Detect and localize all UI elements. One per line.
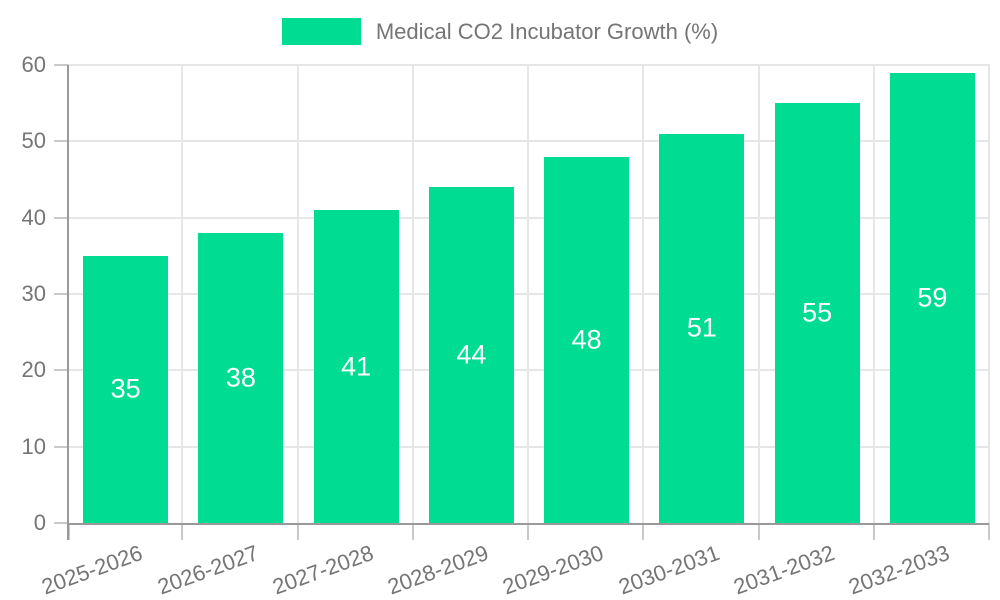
x-axis-label: 2029-2030 (499, 540, 608, 600)
y-axis-line (67, 65, 69, 540)
gridline-horizontal (68, 445, 990, 448)
x-axis-tick (872, 523, 875, 540)
gridline-vertical (527, 65, 529, 523)
bar[interactable]: 35 (83, 255, 169, 523)
x-axis-label: 2031-2032 (730, 540, 838, 600)
y-axis-tick (54, 216, 68, 219)
bar-value-label: 41 (341, 351, 372, 382)
bar-value-label: 59 (917, 282, 948, 313)
x-axis-tick (181, 523, 184, 540)
x-axis-tick (988, 523, 990, 540)
x-axis-label: 2030-2031 (615, 540, 723, 600)
x-axis-tick (296, 523, 299, 540)
bar[interactable]: 44 (428, 187, 514, 523)
bar[interactable]: 38 (198, 232, 284, 523)
gridline-horizontal (68, 216, 990, 219)
plot-area: 35 38 41 44 48 51 55 59 (54, 64, 990, 540)
gridline-vertical (757, 65, 760, 523)
bar-value-label: 55 (802, 297, 833, 328)
gridline-horizontal (68, 64, 990, 66)
gridline-horizontal (68, 140, 990, 143)
bar-value-label: 51 (686, 312, 717, 343)
y-axis-label: 20 (21, 357, 46, 383)
bar-value-label: 38 (225, 362, 256, 393)
gridline-vertical (642, 65, 645, 523)
x-axis-tick (757, 523, 760, 540)
x-axis-tick (68, 523, 70, 540)
legend[interactable]: Medical CO2 Incubator Growth (%) (0, 18, 1000, 45)
y-axis-tick (54, 64, 68, 66)
x-axis-label: 2025-2026 (38, 540, 147, 600)
y-axis-tick (54, 293, 68, 295)
bar-value-label: 44 (456, 339, 487, 370)
gridline-horizontal (68, 369, 990, 372)
y-axis-label: 40 (21, 204, 46, 230)
y-axis-tick (54, 369, 68, 372)
y-axis-label: 10 (21, 433, 46, 459)
legend-swatch (281, 18, 361, 45)
gridline-vertical (411, 65, 414, 523)
bar[interactable]: 48 (544, 156, 630, 523)
bar[interactable]: 41 (313, 210, 399, 523)
bar[interactable]: 59 (889, 72, 975, 523)
bar-value-label: 35 (110, 373, 141, 404)
x-axis-tick (527, 523, 529, 540)
y-axis-tick (54, 522, 68, 524)
bar[interactable]: 55 (774, 103, 860, 523)
y-axis-tick (54, 140, 68, 143)
x-axis-label: 2028-2029 (384, 540, 492, 600)
x-axis-label: 2026-2027 (154, 540, 262, 600)
y-axis-label: 50 (21, 128, 46, 154)
y-axis-label: 60 (21, 52, 46, 77)
x-axis-tick (411, 523, 414, 540)
gridline-horizontal (68, 293, 990, 295)
bar[interactable]: 51 (659, 133, 745, 523)
x-axis-line (67, 523, 989, 525)
gridline-vertical (181, 65, 184, 523)
y-axis-tick (54, 445, 68, 448)
gridline-vertical (988, 65, 990, 523)
gridline-vertical (872, 65, 875, 523)
x-axis-tick (642, 523, 645, 540)
x-axis-label: 2032-2033 (845, 540, 953, 600)
y-axis-label: 30 (21, 281, 46, 306)
y-axis-label: 0 (33, 510, 46, 535)
gridline-vertical (296, 65, 299, 523)
legend-label: Medical CO2 Incubator Growth (%) (375, 19, 719, 44)
x-axis-label: 2027-2028 (269, 540, 377, 600)
bar-value-label: 48 (571, 324, 602, 355)
